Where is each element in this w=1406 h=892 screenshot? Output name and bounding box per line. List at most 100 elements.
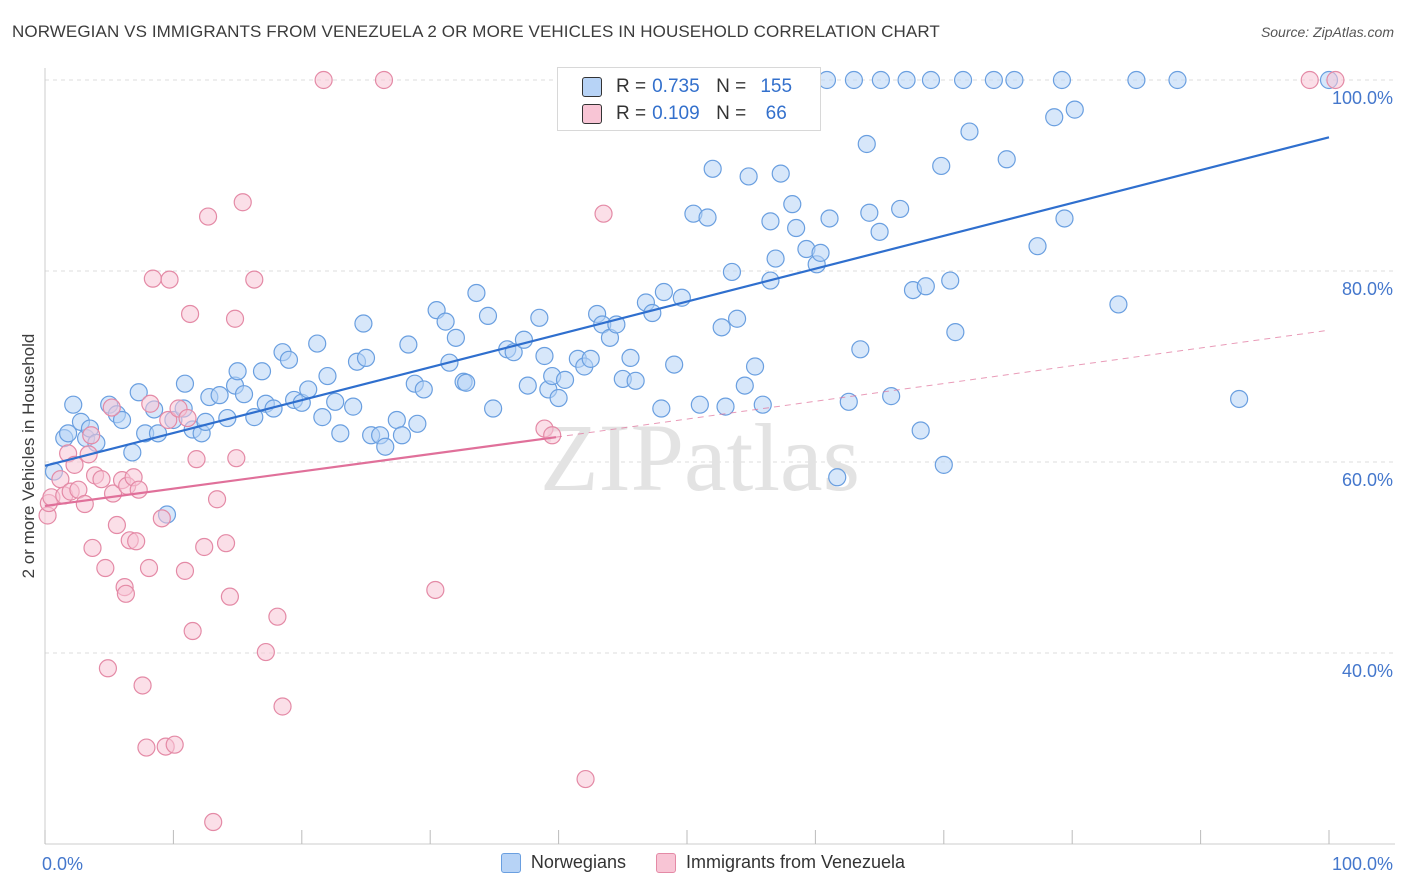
y-tick-label: 40.0% bbox=[1342, 661, 1393, 681]
data-point bbox=[946, 323, 965, 342]
data-point bbox=[820, 209, 839, 228]
data-point bbox=[698, 208, 717, 227]
data-point bbox=[129, 480, 148, 499]
data-point bbox=[268, 607, 287, 626]
data-point bbox=[727, 309, 747, 328]
data-point bbox=[344, 397, 363, 416]
norwegians-swatch bbox=[582, 77, 602, 97]
data-point bbox=[133, 676, 152, 695]
stats-row-norwegians: R = 0.735 N = 155 bbox=[582, 74, 800, 100]
data-point bbox=[621, 348, 640, 368]
data-point bbox=[139, 558, 159, 578]
data-point bbox=[665, 355, 684, 374]
data-point bbox=[932, 156, 951, 176]
data-point bbox=[1300, 70, 1319, 90]
data-point bbox=[180, 304, 200, 324]
data-point bbox=[535, 346, 554, 366]
legend-item-norwegians[interactable]: Norwegians bbox=[500, 852, 626, 873]
data-point bbox=[160, 270, 179, 289]
data-point bbox=[141, 394, 160, 413]
data-point bbox=[1326, 70, 1345, 90]
data-point bbox=[165, 735, 184, 754]
data-point bbox=[392, 426, 412, 445]
data-point bbox=[518, 376, 537, 395]
n-value: 66 bbox=[765, 103, 787, 124]
data-point bbox=[817, 70, 837, 90]
data-point bbox=[941, 271, 960, 290]
data-point bbox=[555, 370, 575, 389]
trend-line-venezuela-extended bbox=[555, 329, 1330, 438]
data-point bbox=[911, 421, 930, 440]
data-point bbox=[273, 697, 292, 716]
venezuela-legend-swatch bbox=[655, 852, 676, 873]
data-point bbox=[227, 449, 246, 468]
chart-title: NORWEGIAN VS IMMIGRANTS FROM VENEZUELA 2… bbox=[12, 22, 940, 41]
data-point bbox=[457, 373, 476, 392]
legend-item-venezuela[interactable]: Immigrants from Venezuela bbox=[655, 852, 906, 873]
legend-label: Immigrants from Venezuela bbox=[685, 852, 906, 872]
data-point bbox=[712, 318, 731, 337]
data-point bbox=[771, 164, 790, 183]
data-point bbox=[960, 122, 979, 141]
data-point bbox=[216, 534, 236, 553]
data-point bbox=[860, 203, 879, 222]
data-point bbox=[626, 371, 645, 390]
y-tick-label: 100.0% bbox=[1332, 88, 1393, 108]
data-point bbox=[745, 357, 765, 376]
data-point bbox=[787, 218, 806, 238]
stats-legend: R = 0.735 N = 155 R = 0.109 N = 66 bbox=[557, 67, 821, 131]
watermark: ZIPatlas bbox=[540, 404, 860, 511]
data-point bbox=[279, 350, 299, 369]
data-point bbox=[436, 312, 455, 331]
data-point bbox=[175, 374, 195, 393]
data-point bbox=[225, 309, 245, 328]
n-value: 155 bbox=[760, 76, 793, 97]
data-point bbox=[753, 395, 772, 414]
data-point bbox=[207, 490, 227, 509]
data-point bbox=[195, 537, 214, 557]
norwegians-legend-swatch bbox=[500, 852, 521, 873]
data-point bbox=[851, 340, 870, 359]
tick-labels: 100.0% 80.0% 60.0% 40.0% 0.0% 100.0% bbox=[42, 88, 1393, 874]
data-point bbox=[735, 376, 754, 395]
data-point bbox=[399, 335, 418, 354]
data-point bbox=[446, 328, 465, 347]
data-point bbox=[1028, 237, 1047, 256]
data-point bbox=[299, 380, 318, 399]
data-point bbox=[549, 388, 568, 408]
data-point bbox=[654, 282, 673, 302]
data-point bbox=[652, 399, 671, 418]
data-point bbox=[426, 580, 445, 600]
series-venezuela-points bbox=[38, 70, 1345, 832]
data-point bbox=[116, 584, 135, 603]
y-tick-label: 60.0% bbox=[1342, 470, 1393, 490]
x-tick-label: 0.0% bbox=[42, 854, 83, 874]
data-point bbox=[581, 349, 600, 368]
data-point bbox=[129, 383, 148, 402]
data-point bbox=[92, 470, 111, 489]
data-point bbox=[783, 195, 802, 214]
data-point bbox=[187, 450, 206, 469]
data-point bbox=[484, 399, 503, 418]
data-point bbox=[828, 468, 847, 487]
data-point bbox=[870, 222, 889, 241]
data-point bbox=[997, 150, 1016, 169]
y-tick-label: 80.0% bbox=[1342, 279, 1393, 299]
data-point bbox=[308, 334, 327, 353]
data-point bbox=[198, 207, 218, 226]
data-point bbox=[953, 70, 973, 90]
data-point bbox=[739, 167, 758, 186]
data-point bbox=[921, 70, 941, 90]
trend-line-norwegians bbox=[44, 136, 1330, 467]
trend-line-venezuela bbox=[44, 436, 557, 508]
axes bbox=[44, 68, 1395, 845]
chart-legend: Norwegians Immigrants from Venezuela bbox=[0, 852, 1406, 873]
data-point bbox=[123, 443, 142, 462]
data-point bbox=[716, 397, 735, 416]
data-point bbox=[314, 70, 333, 90]
data-point bbox=[811, 243, 830, 262]
legend-label: Norwegians bbox=[530, 852, 626, 872]
data-point bbox=[210, 386, 229, 405]
source-label: Source: ZipAtlas.com bbox=[1260, 24, 1394, 40]
